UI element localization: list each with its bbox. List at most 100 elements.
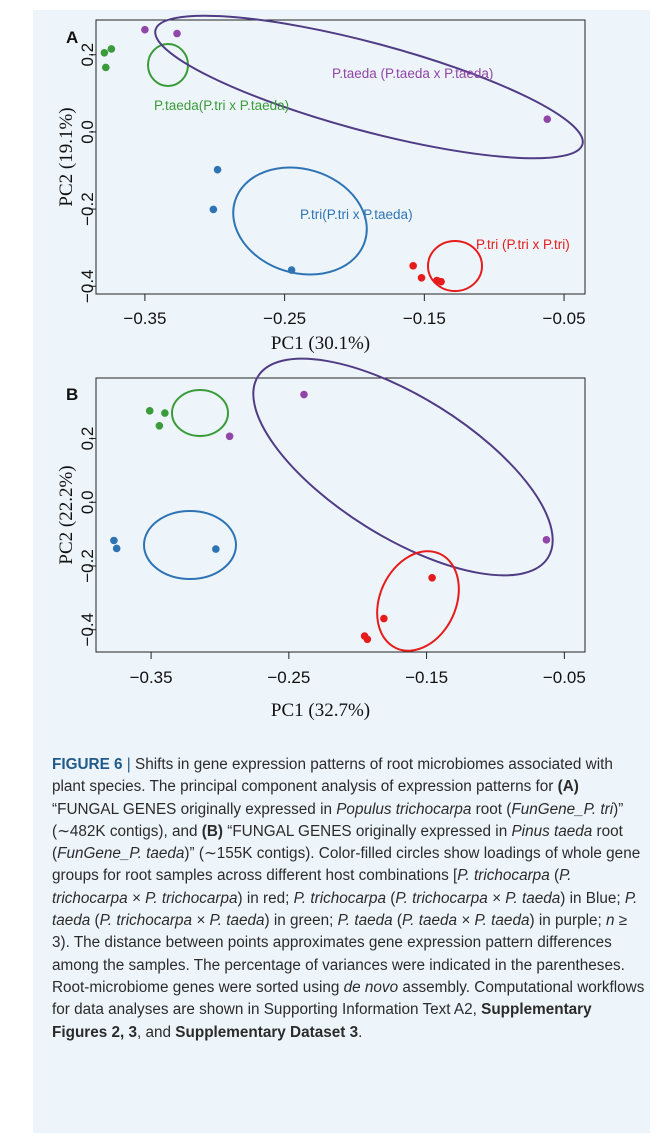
pca-figure: A −0.35 −0.25 −0.15 −0.05 −0.4 −0.2 0.0 0.2 PC1 (… <box>56 14 586 721</box>
y-tick-label: 0.0 <box>78 490 97 514</box>
x-tick-label: −0.05 <box>543 668 586 687</box>
caption-text: “FUNGAL GENES originally expressed in <box>222 822 512 840</box>
y-axis-label: PC2 (19.1%) <box>56 107 77 206</box>
caption-text: assembly. Computational workflows for da… <box>52 978 645 1019</box>
caption-text: root ( <box>52 822 623 863</box>
x-tick-label: −0.15 <box>405 668 448 687</box>
chart-panel: A −0.35 −0.25 −0.15 −0.05 −0.4 −0.2 0.0 0.2 PC1 (… <box>56 14 586 354</box>
x-tick-label: −0.15 <box>403 309 446 328</box>
y-tick-label: 0.2 <box>78 427 97 451</box>
data-point <box>101 63 110 72</box>
data-point <box>409 262 417 270</box>
x-tick-label: −0.35 <box>123 309 166 328</box>
group-annotation: P.taeda(P.tri x P.taeda) <box>154 98 289 113</box>
cross-name: P. trichocarpa × P. taeda <box>99 912 265 930</box>
group-ellipse <box>252 357 554 577</box>
caption-text: Shifts in gene expression patterns of ro… <box>52 756 613 796</box>
cross-name: P. trichocarpa × P. trichocarpa <box>52 867 572 907</box>
species-name: P. trichocarpa <box>457 867 550 885</box>
species-name: P. trichocarpa <box>293 889 387 907</box>
data-point <box>428 573 436 582</box>
data-point <box>287 266 296 274</box>
data-point <box>300 390 308 399</box>
x-tick-label: −0.35 <box>130 668 173 687</box>
caption-text: ≥ 3). The distance between points approx… <box>52 912 628 996</box>
data-point <box>380 614 388 623</box>
species-name: P. taeda <box>337 912 393 930</box>
caption-separator: | <box>126 756 131 773</box>
data-point <box>100 49 109 57</box>
y-tick-label: −0.4 <box>78 270 97 304</box>
group-annotation: P.tri (P.tri x P.tri) <box>476 237 570 252</box>
supplementary-dataset-link[interactable]: Supplementary Dataset 3 <box>175 1023 359 1041</box>
data-point <box>112 544 121 553</box>
data-point <box>141 25 149 34</box>
caption-text: . <box>358 1023 363 1041</box>
caption-text: “FUNGAL GENES originally expressed in <box>52 800 337 818</box>
caption-text: )” (∼482K contigs), and <box>52 800 624 840</box>
gene-set-name: FunGene_P. tri <box>511 800 614 818</box>
data-point <box>209 205 218 214</box>
caption-text: )” (∼155K contigs). Color-filled circles… <box>52 845 641 885</box>
chart-panel: B −0.35 −0.25 −0.15 −0.05 −0.4 −0.2 0.0 0.2 PC1 (… <box>56 357 586 721</box>
panel-label: B <box>66 385 78 404</box>
data-point <box>155 421 164 430</box>
caption-text: ( <box>549 867 560 885</box>
figure-label: FIGURE 6 <box>52 756 123 773</box>
figure-background <box>33 10 650 1133</box>
panel-ref-a: (A) <box>557 778 579 796</box>
cross-name: P. trichocarpa × P. taeda <box>395 889 561 907</box>
caption-text: ) in purple; <box>529 912 606 930</box>
data-point <box>437 277 445 286</box>
panel-label: A <box>66 28 78 47</box>
data-point <box>543 115 552 123</box>
x-tick-label: −0.25 <box>267 668 310 687</box>
cross-name: P. taeda × P. taeda <box>402 912 530 930</box>
sample-size-symbol: n <box>606 912 615 930</box>
caption-text: ( <box>386 889 396 907</box>
panel-ref-b: (B) <box>201 822 223 840</box>
y-tick-label: −0.4 <box>78 613 97 647</box>
group-annotation: P.tri(P.tri x P.taeda) <box>300 207 413 222</box>
group-ellipse <box>427 240 483 292</box>
group-ellipse <box>171 389 229 437</box>
data-point <box>145 407 154 415</box>
plot-frame <box>95 377 586 653</box>
caption-text: ) in red; <box>237 889 294 907</box>
x-tick-label: −0.25 <box>263 309 306 328</box>
method-name: de novo <box>343 978 399 996</box>
species-name: Pinus taeda <box>511 822 593 840</box>
y-tick-label: −0.2 <box>78 549 97 583</box>
caption-text: ( <box>392 912 402 930</box>
group-ellipse <box>232 166 368 276</box>
y-axis-label: PC2 (22.2%) <box>56 465 77 564</box>
data-point <box>110 536 118 545</box>
data-point <box>363 635 372 644</box>
y-tick-label: 0.2 <box>78 43 97 67</box>
data-point <box>173 29 181 38</box>
group-ellipse <box>154 14 584 160</box>
x-tick-label: −0.05 <box>543 309 586 328</box>
caption-text: ) in Blue; <box>560 889 625 907</box>
caption-text: ( <box>90 912 100 930</box>
caption-text: , and <box>137 1023 176 1041</box>
species-name: Populus trichocarpa <box>336 800 472 818</box>
x-axis-label: PC1 (30.1%) <box>271 333 370 354</box>
y-tick-label: 0.0 <box>78 120 97 144</box>
group-annotation: P.taeda (P.taeda x P.taeda) <box>332 66 493 81</box>
y-tick-label: −0.2 <box>78 192 97 226</box>
caption-text: root ( <box>471 800 512 818</box>
data-point <box>212 545 220 553</box>
caption-text: ) in green; <box>264 912 338 930</box>
data-point <box>107 45 116 53</box>
species-name: P. taeda <box>52 889 638 930</box>
figure-caption: FIGURE 6 | Shifts in gene expression pat… <box>52 754 648 1044</box>
data-point <box>161 409 169 417</box>
group-ellipse <box>376 550 460 652</box>
data-point <box>225 432 234 441</box>
x-axis-label: PC1 (32.7%) <box>271 700 370 721</box>
gene-set-name: FunGene_P. taeda <box>57 845 185 863</box>
supplementary-figures-link[interactable]: Supplementary Figures 2, 3 <box>52 1001 592 1041</box>
data-point <box>213 165 222 174</box>
data-point <box>542 536 551 544</box>
